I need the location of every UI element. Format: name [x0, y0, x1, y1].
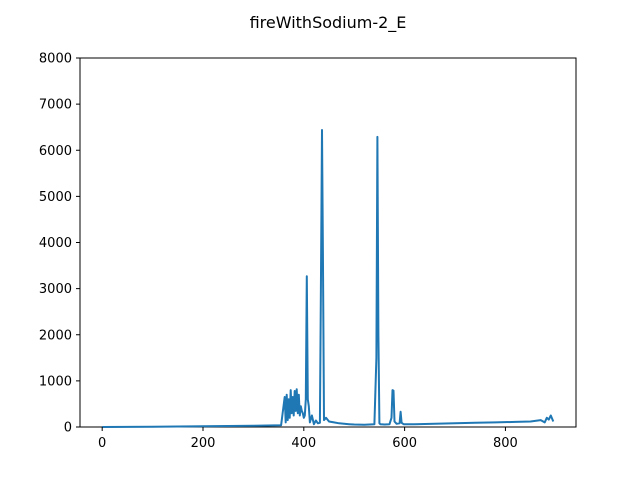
series-layer: [102, 129, 555, 428]
x-tick-label: 600: [392, 436, 417, 451]
y-axis: 0 1000 2000 3000 4000 5000 6000 7000 8000: [39, 52, 80, 436]
x-tick-label: 0: [98, 436, 106, 451]
y-tick-label: 1000: [39, 374, 72, 389]
y-tick-label: 0: [64, 421, 72, 436]
y-tick-label: 5000: [39, 190, 72, 205]
y-tick-label: 7000: [39, 98, 72, 113]
x-axis: 0 200 400 600 800: [98, 427, 518, 451]
y-tick-label: 8000: [39, 52, 72, 67]
axes-frame: [79, 57, 577, 428]
y-tick-label: 2000: [39, 328, 72, 343]
x-tick-label: 800: [493, 436, 518, 451]
plot-area: 0 200 400 600 800 0 1000 2000 3000 4000 5000 6000 7…: [39, 52, 577, 451]
x-tick-label: 200: [191, 436, 216, 451]
y-tick-label: 4000: [39, 236, 72, 251]
x-tick-label: 400: [291, 436, 316, 451]
y-tick-label: 6000: [39, 144, 72, 159]
y-tick-label: 3000: [39, 282, 72, 297]
chart-title: fireWithSodium-2_E: [250, 13, 407, 33]
series-line-0: [102, 129, 555, 428]
